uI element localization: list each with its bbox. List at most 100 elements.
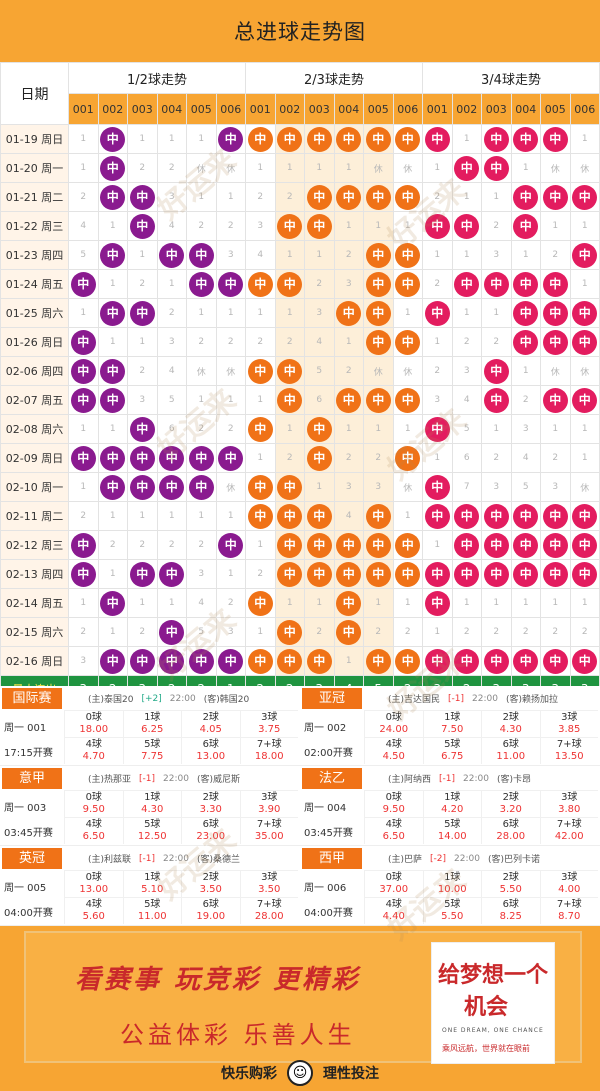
match-card[interactable]: 英冠 (主)利兹联 [-1] 22:00 (客)桑德兰 周一 005 04:00开赛 0球 13… bbox=[0, 846, 298, 924]
odds-option[interactable]: 0球 9.50 bbox=[364, 790, 423, 817]
odds-option[interactable]: 4球 6.50 bbox=[364, 817, 423, 844]
odds-option[interactable]: 1球 7.50 bbox=[422, 710, 481, 737]
trend-cell: 中 bbox=[363, 327, 394, 357]
hit-marker: 中 bbox=[70, 271, 96, 297]
odds-option[interactable]: 0球 9.50 bbox=[64, 790, 123, 817]
odds-option[interactable]: 4球 4.50 bbox=[364, 737, 423, 764]
match-number-header: 002 bbox=[97, 93, 128, 125]
match-card[interactable]: 法乙 (主)阿纳西 [-1] 22:00 (客)卡昂 周一 004 03:45开赛 0球 9.5… bbox=[300, 766, 598, 844]
goal-count: 0球 bbox=[85, 872, 102, 883]
trend-cell: 休 bbox=[392, 356, 423, 386]
odds-option[interactable]: 1球 6.25 bbox=[122, 710, 181, 737]
hit-marker: 中 bbox=[70, 358, 96, 384]
row-date: 02-08 周六 bbox=[0, 414, 69, 444]
odds-option[interactable]: 3球 3.80 bbox=[539, 790, 598, 817]
trend-cell: 1 bbox=[363, 414, 394, 444]
trend-cell: 1 bbox=[540, 211, 571, 241]
odds-option[interactable]: 7+球 42.00 bbox=[539, 817, 598, 844]
odds-option[interactable]: 1球 5.10 bbox=[122, 870, 181, 897]
odds-option[interactable]: 5球 14.00 bbox=[422, 817, 481, 844]
odds-option[interactable]: 2球 4.05 bbox=[181, 710, 240, 737]
odds-option[interactable]: 7+球 18.00 bbox=[239, 737, 298, 764]
trend-cell: 1 bbox=[215, 298, 246, 328]
hit-marker: 中 bbox=[483, 126, 509, 152]
odds-option[interactable]: 4球 6.50 bbox=[64, 817, 123, 844]
row-date: 01-25 周六 bbox=[0, 298, 69, 328]
hit-marker: 中 bbox=[100, 242, 126, 268]
trend-cell: 3 bbox=[481, 472, 512, 502]
odds-option[interactable]: 1球 4.20 bbox=[422, 790, 481, 817]
odds-option[interactable]: 1球 10.00 bbox=[422, 870, 481, 897]
odds-option[interactable]: 6球 28.00 bbox=[481, 817, 540, 844]
odds-option[interactable]: 7+球 28.00 bbox=[239, 897, 298, 924]
hit-marker: 中 bbox=[129, 561, 155, 587]
hit-marker: 中 bbox=[247, 474, 273, 500]
odds-option[interactable]: 0球 13.00 bbox=[64, 870, 123, 897]
trend-cell: 1 bbox=[481, 182, 512, 212]
group-header: 3/4球走势 bbox=[422, 62, 600, 94]
odds-option[interactable]: 6球 13.00 bbox=[181, 737, 240, 764]
dream-logo: 给梦想一个 机会 ONE DREAM, ONE CHANCE 乘风远航，世界就在… bbox=[431, 942, 555, 1064]
odds-option[interactable]: 2球 3.50 bbox=[181, 870, 240, 897]
trend-cell: 1 bbox=[68, 124, 99, 154]
odds-option[interactable]: 3球 3.90 bbox=[239, 790, 298, 817]
hit-marker: 中 bbox=[483, 561, 509, 587]
odds-option[interactable]: 1球 4.30 bbox=[122, 790, 181, 817]
odds-value: 3.80 bbox=[558, 804, 581, 815]
hit-marker: 中 bbox=[424, 416, 450, 442]
goal-count: 1球 bbox=[444, 872, 461, 883]
trend-cell: 3 bbox=[215, 617, 246, 647]
odds-option[interactable]: 6球 8.25 bbox=[481, 897, 540, 924]
slogan-primary: 看赛事 玩竞彩 更精彩 bbox=[75, 965, 361, 995]
odds-option[interactable]: 4球 4.40 bbox=[364, 897, 423, 924]
odds-option[interactable]: 2球 3.20 bbox=[481, 790, 540, 817]
hit-marker: 中 bbox=[336, 387, 362, 413]
hit-marker: 中 bbox=[336, 590, 362, 616]
goal-count: 0球 bbox=[385, 872, 402, 883]
odds-option[interactable]: 3球 4.00 bbox=[539, 870, 598, 897]
odds-option[interactable]: 4球 4.70 bbox=[64, 737, 123, 764]
odds-option[interactable]: 4球 5.60 bbox=[64, 897, 123, 924]
match-card[interactable]: 国际赛 (主)泰国20 [+2] 22:00 (客)韩国20 周一 001 17:15开赛 0… bbox=[0, 686, 298, 764]
trend-cell: 中 bbox=[392, 182, 423, 212]
match-card[interactable]: 西甲 (主)巴萨 [-2] 22:00 (客)巴列卡诺 周一 006 04:00开赛 0球 37… bbox=[300, 846, 598, 924]
row-date: 02-10 周一 bbox=[0, 472, 69, 502]
hit-marker: 中 bbox=[277, 503, 303, 529]
odds-option[interactable]: 5球 5.50 bbox=[422, 897, 481, 924]
odds-option[interactable]: 0球 37.00 bbox=[364, 870, 423, 897]
trend-cell: 中 bbox=[156, 559, 187, 589]
odds-option[interactable]: 0球 24.00 bbox=[364, 710, 423, 737]
odds-option[interactable]: 7+球 13.50 bbox=[539, 737, 598, 764]
hit-marker: 中 bbox=[306, 416, 332, 442]
odds-option[interactable]: 6球 11.00 bbox=[481, 737, 540, 764]
match-card[interactable]: 意甲 (主)热那亚 [-1] 22:00 (客)威尼斯 周一 003 03:45开赛 0球 9.… bbox=[0, 766, 298, 844]
match-teams: (主)阿纳西 [-1] 22:00 (客)卡昂 bbox=[388, 768, 531, 789]
odds-option[interactable]: 7+球 35.00 bbox=[239, 817, 298, 844]
odds-option[interactable]: 0球 18.00 bbox=[64, 710, 123, 737]
trend-cell: 3 bbox=[333, 269, 364, 299]
odds-option[interactable]: 5球 7.75 bbox=[122, 737, 181, 764]
odds-option[interactable]: 5球 12.50 bbox=[122, 817, 181, 844]
odds-option[interactable]: 5球 6.75 bbox=[422, 737, 481, 764]
trend-cell: 1 bbox=[68, 472, 99, 502]
trend-cell: 2 bbox=[245, 182, 276, 212]
odds-option[interactable]: 3球 3.75 bbox=[239, 710, 298, 737]
trend-cell: 中 bbox=[422, 414, 453, 444]
hit-marker: 中 bbox=[218, 271, 244, 297]
odds-option[interactable]: 6球 19.00 bbox=[181, 897, 240, 924]
match-card[interactable]: 亚冠 (主)吉达国民 [-1] 22:00 (客)赖扬加拉 周一 002 02:00开赛 0球… bbox=[300, 686, 598, 764]
odds-option[interactable]: 2球 5.50 bbox=[481, 870, 540, 897]
odds-grid: 0球 9.50 1球 4.30 2球 3.30 3球 3.90 4球 6.50 5球 12.50 6球 2… bbox=[64, 790, 298, 844]
trend-cell: 1 bbox=[97, 501, 128, 531]
hit-marker: 中 bbox=[454, 155, 480, 181]
odds-option[interactable]: 3球 3.50 bbox=[239, 870, 298, 897]
trend-cell: 2 bbox=[156, 530, 187, 560]
odds-option[interactable]: 6球 23.00 bbox=[181, 817, 240, 844]
trend-cell: 中 bbox=[127, 443, 158, 473]
odds-option[interactable]: 3球 3.85 bbox=[539, 710, 598, 737]
odds-option[interactable]: 2球 4.30 bbox=[481, 710, 540, 737]
odds-option[interactable]: 7+球 8.70 bbox=[539, 897, 598, 924]
odds-option[interactable]: 5球 11.00 bbox=[122, 897, 181, 924]
hit-marker: 中 bbox=[513, 561, 539, 587]
odds-option[interactable]: 2球 3.30 bbox=[181, 790, 240, 817]
